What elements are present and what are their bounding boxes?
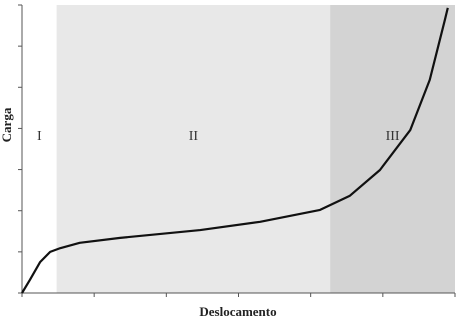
region-label: III: [386, 129, 400, 144]
region: [56, 5, 331, 293]
plot: I II III: [18, 4, 456, 297]
region-label: II: [189, 129, 199, 144]
y-axis-title: Carga: [0, 107, 14, 142]
x-axis-title: Deslocamento: [199, 304, 276, 319]
data-line: [21, 7, 449, 294]
region: [22, 5, 57, 293]
region: [330, 5, 455, 293]
region-label: I: [37, 129, 42, 144]
